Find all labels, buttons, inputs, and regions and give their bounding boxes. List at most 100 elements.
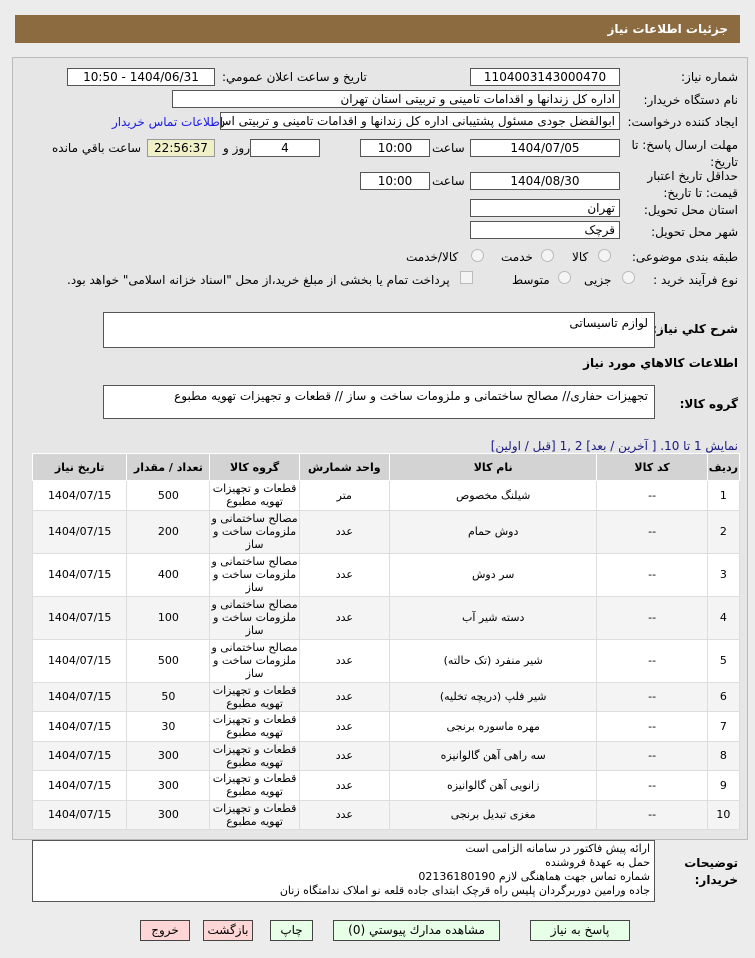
table-row: 2 -- دوش حمام عدد مصالح ساختمانی و ملزومات س…: [31, 509, 741, 554]
goods-group-textarea[interactable]: تجهیزات حفاری// مصالح ساختمانی و ملزومات…: [103, 385, 655, 419]
need-number-field: 1104003143000470: [470, 68, 620, 86]
creator-field: ابوالفضل جودی مسئول پشتیبانی اداره كل زن…: [220, 112, 620, 130]
notes-textarea[interactable]: ارائه پیش فاکتور در سامانه الزامی است حم…: [32, 840, 655, 902]
table-cell: --: [596, 681, 708, 712]
table-cell: --: [596, 711, 708, 742]
table-cell: مهره ماسوره برنجی: [388, 711, 598, 742]
radio-small-label: جزیی: [584, 273, 612, 287]
table-row: 9 -- زانویی آهن گالوانیزه عدد قطعات و تجهیزا…: [31, 770, 741, 801]
table-cell: شیر فلپ (دریچه تخلیه): [388, 681, 598, 712]
column-header: تعداد / مقدار: [126, 453, 211, 481]
table-cell: عدد: [298, 770, 390, 801]
table-cell: قطعات و تجهیزات تهویه مطبوع: [209, 770, 300, 801]
table-cell: شیلنگ مخصوص: [388, 480, 598, 511]
deadline-time: 10:00: [360, 139, 430, 157]
table-cell: 1404/07/15: [31, 638, 128, 683]
table-cell: دسته شیر آب: [388, 595, 598, 640]
radio-service-label: خدمت: [501, 250, 533, 264]
table-cell: 1404/07/15: [31, 552, 128, 597]
table-cell: --: [596, 770, 708, 801]
city-label: شهر محل تحويل:: [651, 225, 738, 239]
table-cell: 5: [706, 638, 741, 683]
table-cell: --: [596, 552, 708, 597]
table-cell: 7: [706, 711, 741, 742]
category-label: طبقه بندی موضوعی:: [631, 250, 738, 264]
radio-goods-label: كالا: [572, 250, 589, 264]
table-cell: 300: [126, 799, 211, 830]
table-cell: 10: [706, 799, 741, 830]
validity-label: حداقل تاريخ اعتبار قيمت: تا تاريخ:: [647, 169, 738, 200]
radio-medium[interactable]: [558, 271, 571, 284]
table-cell: --: [596, 595, 708, 640]
treasury-checkbox[interactable]: [460, 271, 473, 284]
radio-medium-label: متوسط: [512, 273, 550, 287]
description-textarea[interactable]: لوازم تاسیساتی: [103, 312, 655, 348]
table-cell: عدد: [298, 681, 390, 712]
table-cell: 1404/07/15: [31, 681, 128, 712]
table-cell: 300: [126, 740, 211, 771]
contact-buyer-link[interactable]: اطلاعات تماس خريدار: [112, 115, 224, 129]
reply-button[interactable]: پاسخ به نياز: [530, 920, 630, 941]
validity-date: 1404/08/30: [470, 172, 620, 190]
table-cell: --: [596, 638, 708, 683]
back-button[interactable]: بازگشت: [203, 920, 253, 941]
validity-time: 10:00: [360, 172, 430, 190]
table-cell: 3: [706, 552, 741, 597]
column-header: رديف: [706, 453, 741, 481]
pagination[interactable]: نمایش 1 تا 10. [ آخرين / بعد] 2 ,1 [قبل …: [490, 439, 738, 453]
table-cell: 1404/07/15: [31, 711, 128, 742]
announce-label: تاريخ و ساعت اعلان عمومي:: [222, 70, 367, 84]
column-header: گروه كالا: [209, 453, 300, 481]
remaining-label: ساعت باقي مانده: [52, 141, 142, 155]
goods-table: رديف كد كالا نام كالا واحد شمارش گروه كالا تع…: [31, 453, 741, 830]
table-cell: 500: [126, 638, 211, 683]
table-cell: مصالح ساختمانی و ملزومات ساخت و ساز: [209, 595, 300, 640]
payment-note: پرداخت تمام يا بخشی از مبلغ خريد،از محل …: [67, 273, 450, 287]
table-cell: 100: [126, 595, 211, 640]
announce-field: 1404/06/31 - 10:50: [67, 68, 215, 86]
table-cell: عدد: [298, 799, 390, 830]
table-cell: 300: [126, 770, 211, 801]
table-cell: متر: [298, 480, 390, 511]
buyer-label: نام دستگاه خريدار:: [643, 93, 739, 107]
table-cell: 500: [126, 480, 211, 511]
column-header: كد كالا: [596, 453, 708, 481]
notes-line: جاده ورامین دوربرگردان پلیس راه قرچک ابت…: [279, 884, 650, 897]
table-cell: 30: [126, 711, 211, 742]
radio-small[interactable]: [622, 271, 635, 284]
notes-label: توضيحات خريدار:: [684, 856, 738, 887]
table-cell: 1404/07/15: [31, 799, 128, 830]
table-cell: --: [596, 480, 708, 511]
table-cell: قطعات و تجهیزات تهویه مطبوع: [209, 711, 300, 742]
radio-goods[interactable]: [598, 249, 611, 262]
table-row: 6 -- شیر فلپ (دریچه تخلیه) عدد قطعات و تجهیز…: [31, 681, 741, 712]
radio-service[interactable]: [541, 249, 554, 262]
notes-line: حمل به عهدۀ فروشنده: [545, 856, 650, 869]
days-label: روز و: [223, 141, 250, 155]
need-number-label: شماره نیاز:: [681, 70, 738, 84]
remaining-timer: 22:56:37: [147, 139, 215, 157]
table-cell: عدد: [298, 711, 390, 742]
print-button[interactable]: چاپ: [270, 920, 313, 941]
table-cell: 1404/07/15: [31, 480, 128, 511]
table-cell: مصالح ساختمانی و ملزومات ساخت و ساز: [209, 509, 300, 554]
table-cell: 1404/07/15: [31, 740, 128, 771]
table-cell: زانویی آهن گالوانیزه: [388, 770, 598, 801]
table-row: 8 -- سه راهی آهن گالوانیزه عدد قطعات و تجهیز…: [31, 740, 741, 771]
goods-group-label: گروه كالا:: [679, 397, 738, 411]
table-row: 10 -- مغزی تبدیل برنجی عدد قطعات و تجهیزات ت…: [31, 799, 741, 830]
exit-button[interactable]: خروج: [140, 920, 190, 941]
radio-goods-service[interactable]: [471, 249, 484, 262]
table-cell: عدد: [298, 509, 390, 554]
table-row: 4 -- دسته شیر آب عدد مصالح ساختمانی و ملزوما…: [31, 595, 741, 640]
table-cell: عدد: [298, 595, 390, 640]
table-cell: 1404/07/15: [31, 770, 128, 801]
column-header: تاريخ نياز: [31, 453, 128, 481]
table-cell: مصالح ساختمانی و ملزومات ساخت و ساز: [209, 552, 300, 597]
table-cell: 400: [126, 552, 211, 597]
table-cell: قطعات و تجهیزات تهویه مطبوع: [209, 681, 300, 712]
table-cell: --: [596, 799, 708, 830]
view-attachments-button[interactable]: مشاهده مدارك پيوستي (0): [333, 920, 500, 941]
goods-heading: اطلاعات كالاهاي مورد نياز: [583, 356, 738, 370]
table-cell: شیر منفرد (تک حالته): [388, 638, 598, 683]
